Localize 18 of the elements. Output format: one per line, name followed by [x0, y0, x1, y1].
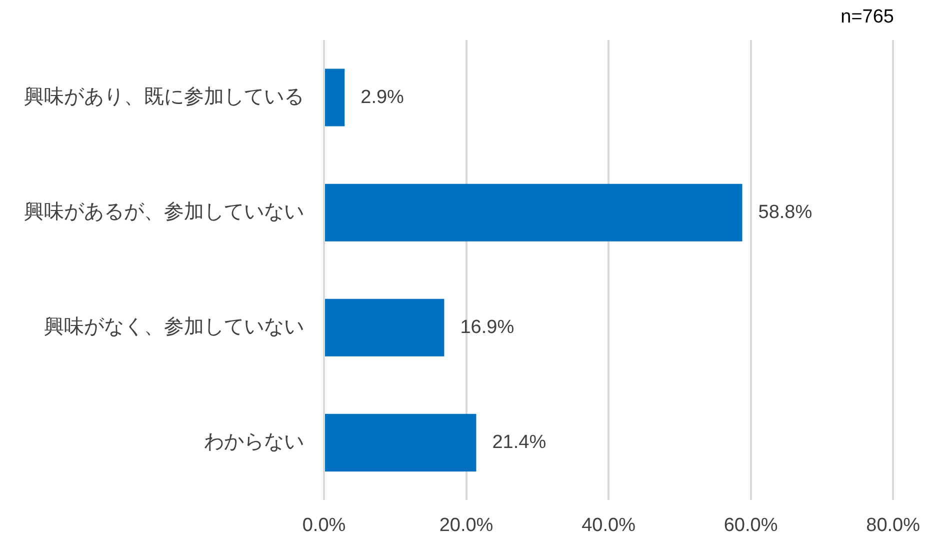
data-label: 58.8%: [758, 202, 812, 223]
y-tick-label: わからない: [204, 431, 304, 454]
data-label: 16.9%: [460, 316, 514, 338]
y-tick-label: 興味があるが、参加していない: [24, 201, 304, 224]
bar: [325, 68, 345, 126]
bar: [325, 184, 742, 242]
bar: [325, 298, 444, 356]
x-tick-label: 60.0%: [724, 514, 778, 536]
x-tick-label: 40.0%: [582, 514, 636, 536]
data-label: 2.9%: [360, 86, 404, 108]
text: n=765: [840, 6, 894, 28]
x-tick-label: 20.0%: [439, 514, 494, 536]
x-tick-label: 80.0%: [866, 514, 920, 536]
x-tick-label: 0.0%: [302, 514, 346, 536]
data-label: 21.4%: [492, 432, 546, 453]
y-tick-label: 興味がなく、参加していない: [44, 316, 304, 338]
bar: [325, 414, 476, 472]
y-tick-label: 興味があり、既に参加している: [24, 86, 304, 108]
